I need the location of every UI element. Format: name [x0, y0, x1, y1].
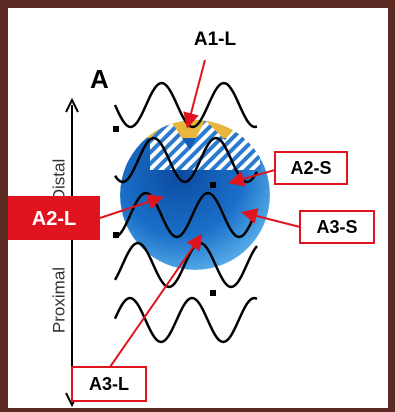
label-a3-s: A3-S	[316, 217, 357, 237]
marker	[210, 290, 216, 296]
marker	[113, 232, 119, 238]
axis-label: Proximal	[49, 267, 68, 333]
panel-letter: A	[90, 64, 109, 94]
marker	[210, 182, 216, 188]
label-a2-l: A2-L	[32, 208, 76, 230]
diagram: Distal Proximal A A1-L A2-S A2-L A3-S A3…	[0, 0, 395, 412]
label-a1-l: A1-L	[194, 29, 237, 50]
label-a3-l: A3-L	[89, 374, 129, 394]
page: {"figure": {"panel_letter": "A", "axis":…	[0, 0, 395, 412]
label-a2-s: A2-S	[290, 158, 331, 178]
axis-label: Distal	[49, 159, 68, 202]
marker	[113, 126, 119, 132]
